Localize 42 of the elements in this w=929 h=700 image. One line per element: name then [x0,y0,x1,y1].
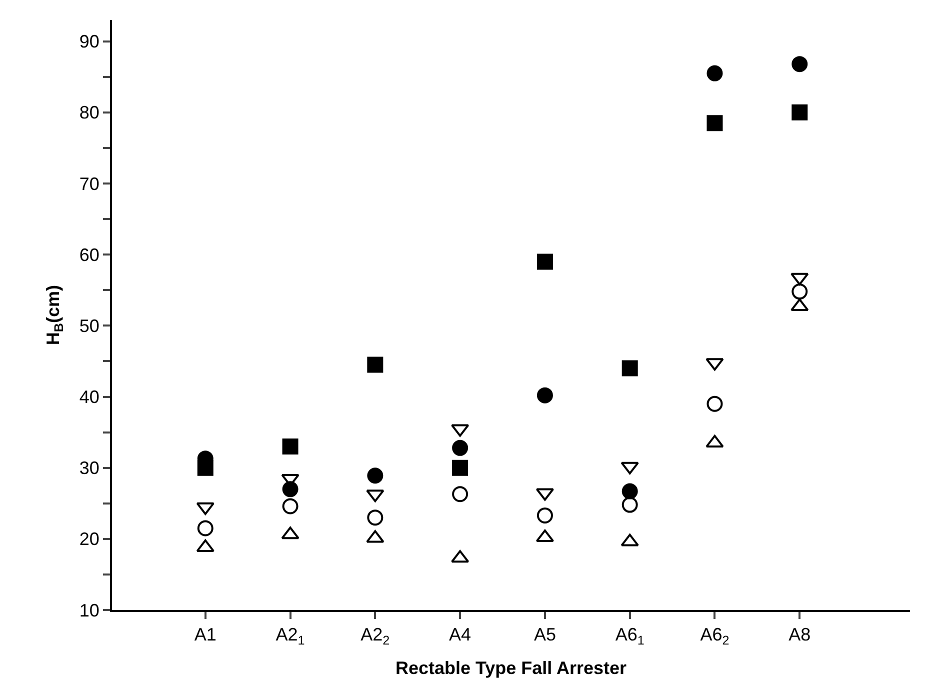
point [536,387,553,404]
x-tick-label: A6$_{1}$ [615,624,644,648]
point [792,284,808,300]
point [367,510,384,526]
y-tick-label: 20 [79,529,100,550]
point [367,356,384,373]
point [622,496,638,513]
point [282,498,298,514]
point [282,438,298,455]
y-tick-label: 30 [79,458,100,478]
x-tick-label: A1 [194,624,216,645]
point [367,468,384,484]
x-tick-label: A2$_{2}$ [360,624,390,648]
point [622,360,638,376]
x-tick-label: A6$_{2}$ [700,624,730,648]
y-tick-label: 40 [79,387,100,408]
y-tick-label: 60 [79,244,100,265]
point [792,104,808,120]
point [706,396,723,412]
y-tick-label: 10 [79,600,100,620]
x-axis-title: Rectable Type Fall Arrester [395,658,627,678]
y-tick-label: 90 [79,32,100,52]
point [536,507,553,524]
point [536,254,553,270]
point [452,440,468,456]
point [706,65,723,82]
point [197,460,214,476]
x-tick-label: A2$_{1}$ [276,624,305,648]
x-tick-label: A8 [788,624,811,645]
y-tick-label: 50 [79,316,100,336]
y-tick-label: 80 [79,102,100,123]
point [706,115,723,132]
point [452,460,468,476]
point [196,502,214,515]
point [452,486,468,502]
point [197,520,214,536]
y-tick-label: 70 [79,174,100,194]
x-tick-label: A5 [534,624,556,645]
x-tick-label: A4 [449,624,472,645]
point [622,483,638,500]
point [792,56,808,72]
point [620,462,639,474]
